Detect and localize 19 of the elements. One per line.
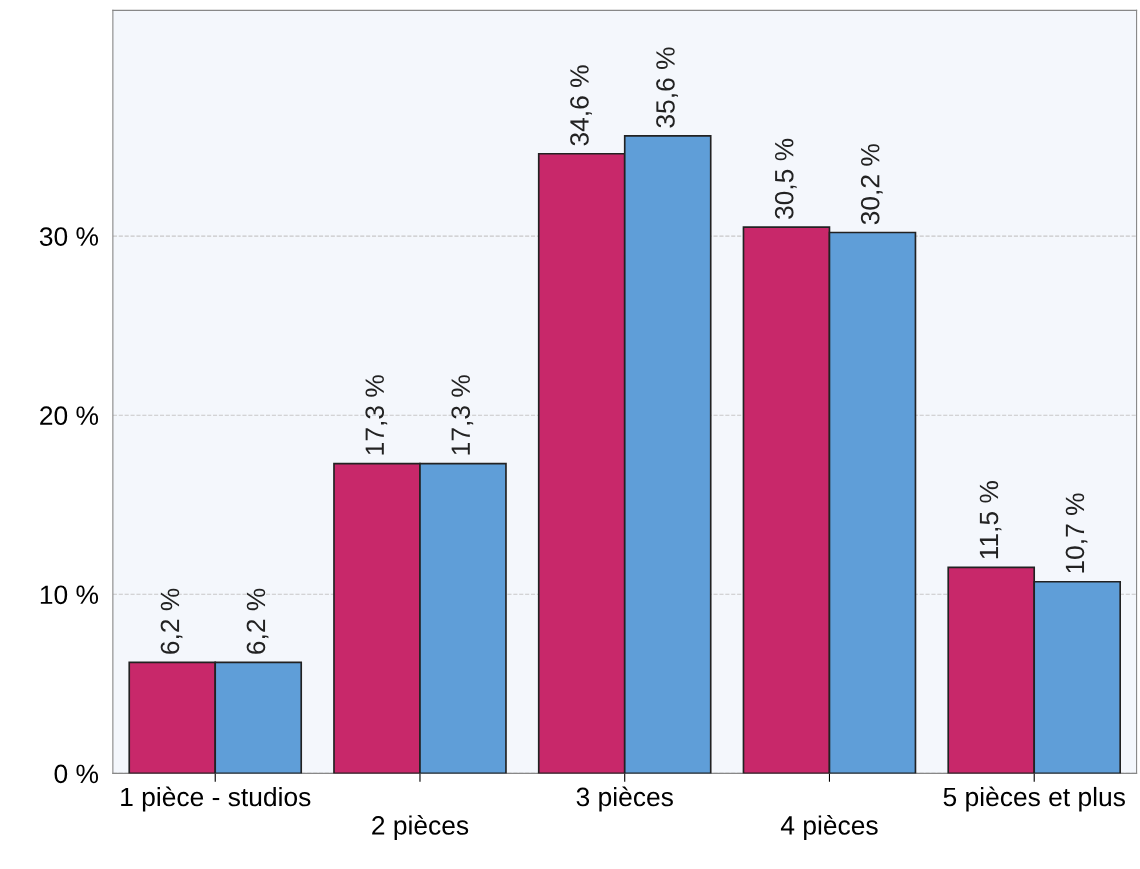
- x-tick-label: 1 pièce - studios: [121, 786, 311, 812]
- data-label: 10,7 %: [1065, 493, 1088, 573]
- data-label: 17,3 %: [365, 375, 388, 455]
- y-tick-label: 20 %: [40, 406, 99, 426]
- data-label: 34,6 %: [570, 65, 592, 146]
- data-label: 35,6 %: [656, 47, 678, 128]
- data-label: 11,5 %: [979, 481, 1002, 559]
- x-tick-label: 2 pièces: [372, 815, 469, 840]
- data-label: 17,3 %: [451, 375, 474, 455]
- y-tick-label: 10 %: [40, 585, 99, 605]
- x-tick-label: 4 pièces: [780, 815, 878, 840]
- data-label: 6,2 %: [246, 588, 269, 654]
- data-label: 6,2 %: [160, 588, 183, 654]
- x-tick-label: 5 pièces et plus: [943, 786, 1125, 812]
- data-label: 30,5 %: [774, 138, 797, 219]
- y-tick-label: 0 %: [54, 764, 99, 784]
- x-tick-label: 3 pièces: [576, 786, 673, 812]
- y-tick-label: 30 %: [39, 227, 99, 246]
- data-label: 30,2 %: [860, 144, 883, 225]
